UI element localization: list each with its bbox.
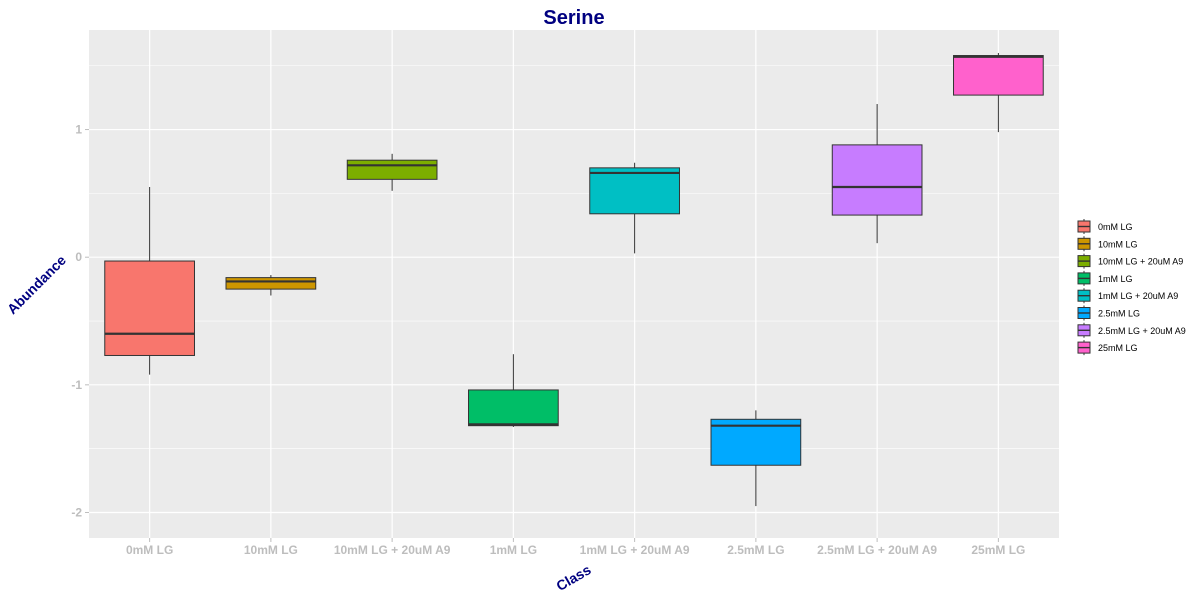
legend-label: 10mM LG + 20uM A9 bbox=[1098, 257, 1183, 267]
y-tick-label: -1 bbox=[71, 378, 82, 392]
chart-title: Serine bbox=[543, 7, 604, 29]
x-axis-label: Class bbox=[553, 561, 594, 594]
box-2 bbox=[225, 275, 317, 296]
legend-label: 1mM LG bbox=[1098, 274, 1133, 284]
box-body bbox=[104, 260, 195, 356]
legend-item: 10mM LG + 20uM A9 bbox=[1077, 253, 1183, 269]
x-tick-label: 25mM LG bbox=[971, 543, 1025, 557]
box-body bbox=[710, 418, 802, 466]
legend-item: 10mM LG bbox=[1077, 236, 1138, 252]
box-7 bbox=[831, 104, 923, 244]
box-8 bbox=[953, 52, 1044, 133]
y-axis-ticks: -2 -1 0 1 bbox=[71, 123, 89, 519]
legend-item: 0mM LG bbox=[1077, 219, 1133, 234]
legend-item: 2.5mM LG bbox=[1077, 305, 1140, 321]
legend: 0mM LG 10mM LG 10mM LG + 20uM A9 1mM LG 1mM … bbox=[1077, 219, 1186, 356]
box-body bbox=[468, 389, 559, 427]
y-tick-label: -2 bbox=[71, 505, 82, 519]
box-series bbox=[104, 52, 1044, 507]
box-6 bbox=[710, 410, 802, 507]
legend-label: 2.5mM LG bbox=[1098, 309, 1140, 319]
box-4 bbox=[468, 354, 559, 427]
legend-label: 1mM LG + 20uM A9 bbox=[1098, 291, 1178, 301]
x-tick-label: 0mM LG bbox=[126, 543, 173, 557]
legend-item: 1mM LG + 20uM A9 bbox=[1077, 288, 1178, 304]
y-axis-label: Abundance bbox=[4, 252, 69, 317]
legend-item: 25mM LG bbox=[1077, 340, 1138, 356]
x-tick-label: 1mM LG bbox=[490, 543, 537, 557]
x-axis-ticks: 0mM LG 10mM LG 10mM LG + 20uM A9 1mM LG 1mM … bbox=[126, 538, 1025, 557]
x-tick-label: 10mM LG bbox=[244, 543, 298, 557]
legend-label: 0mM LG bbox=[1098, 222, 1133, 232]
legend-label: 25mM LG bbox=[1098, 343, 1138, 353]
legend-item: 2.5mM LG + 20uM A9 bbox=[1077, 322, 1186, 338]
box-3 bbox=[346, 153, 438, 191]
x-tick-label: 1mM LG + 20uM A9 bbox=[580, 543, 690, 557]
box-1 bbox=[104, 186, 195, 375]
box-body bbox=[831, 144, 923, 216]
legend-item: 1mM LG bbox=[1077, 270, 1133, 286]
y-tick-label: 0 bbox=[75, 250, 82, 264]
y-tick-label: 1 bbox=[75, 123, 82, 137]
legend-label: 10mM LG bbox=[1098, 239, 1138, 249]
box-body bbox=[225, 277, 317, 290]
x-tick-label: 2.5mM LG + 20uM A9 bbox=[817, 543, 937, 557]
box-body bbox=[589, 167, 680, 215]
box-body bbox=[953, 55, 1044, 96]
legend-label: 2.5mM LG + 20uM A9 bbox=[1098, 326, 1186, 336]
x-tick-label: 10mM LG + 20uM A9 bbox=[334, 543, 451, 557]
box-body bbox=[346, 159, 438, 180]
box-5 bbox=[589, 162, 680, 254]
x-tick-label: 2.5mM LG bbox=[727, 543, 784, 557]
